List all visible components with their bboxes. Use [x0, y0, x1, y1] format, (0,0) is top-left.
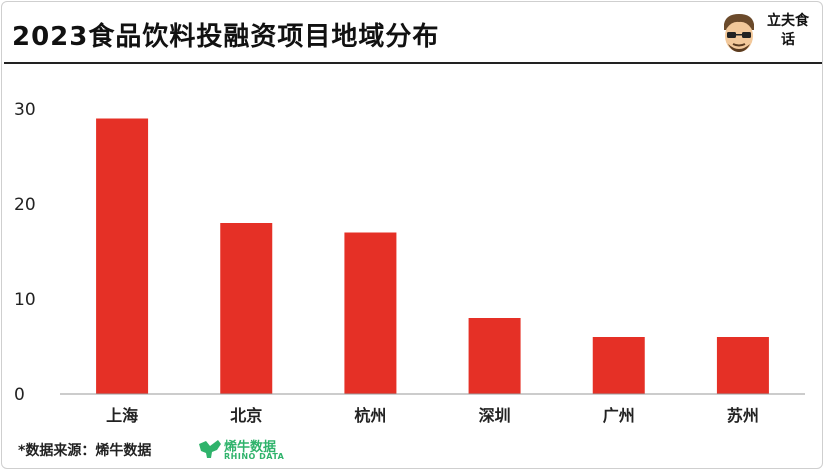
avatar-icon: [724, 14, 754, 52]
bar-chart: 0 10 20 30 上海 北京 杭州 深圳 广州 苏州: [14, 100, 805, 425]
bar-深圳: [468, 318, 521, 394]
y-tick-label: 10: [14, 290, 36, 310]
y-tick-label: 30: [14, 100, 36, 120]
brand-logo: 立夫食话: [716, 8, 809, 58]
x-tick-label: 上海: [106, 406, 138, 425]
source-note: *数据来源：烯牛数据: [18, 443, 152, 459]
x-tick-label: 广州: [603, 406, 635, 425]
x-tick-label: 苏州: [727, 406, 759, 425]
x-tick-label: 北京: [230, 406, 262, 425]
rhino-data-logo: 烯牛数据 RHINO DATA: [198, 436, 284, 464]
bar-苏州: [716, 337, 769, 394]
x-axis-labels: 上海 北京 杭州 深圳 广州 苏州: [106, 406, 759, 425]
rhino-icon: [199, 440, 221, 458]
chart-title: 2023食品饮料投融资项目地域分布: [12, 22, 440, 52]
y-axis-ticks: 0 10 20 30: [14, 100, 36, 405]
bars: [96, 118, 769, 394]
brand-label: 立夫食话: [767, 13, 809, 48]
logo-text-en: RHINO DATA: [224, 452, 285, 461]
y-tick-label: 20: [14, 195, 36, 215]
bar-广州: [592, 337, 645, 394]
bar-上海: [96, 118, 149, 394]
logo-text-cn: 烯牛数据: [224, 440, 277, 455]
x-tick-label: 深圳: [479, 406, 511, 425]
y-tick-label: 0: [14, 385, 25, 405]
title-divider: [4, 62, 822, 64]
x-tick-label: 杭州: [354, 406, 386, 425]
bar-杭州: [344, 232, 397, 394]
bar-北京: [220, 223, 273, 394]
